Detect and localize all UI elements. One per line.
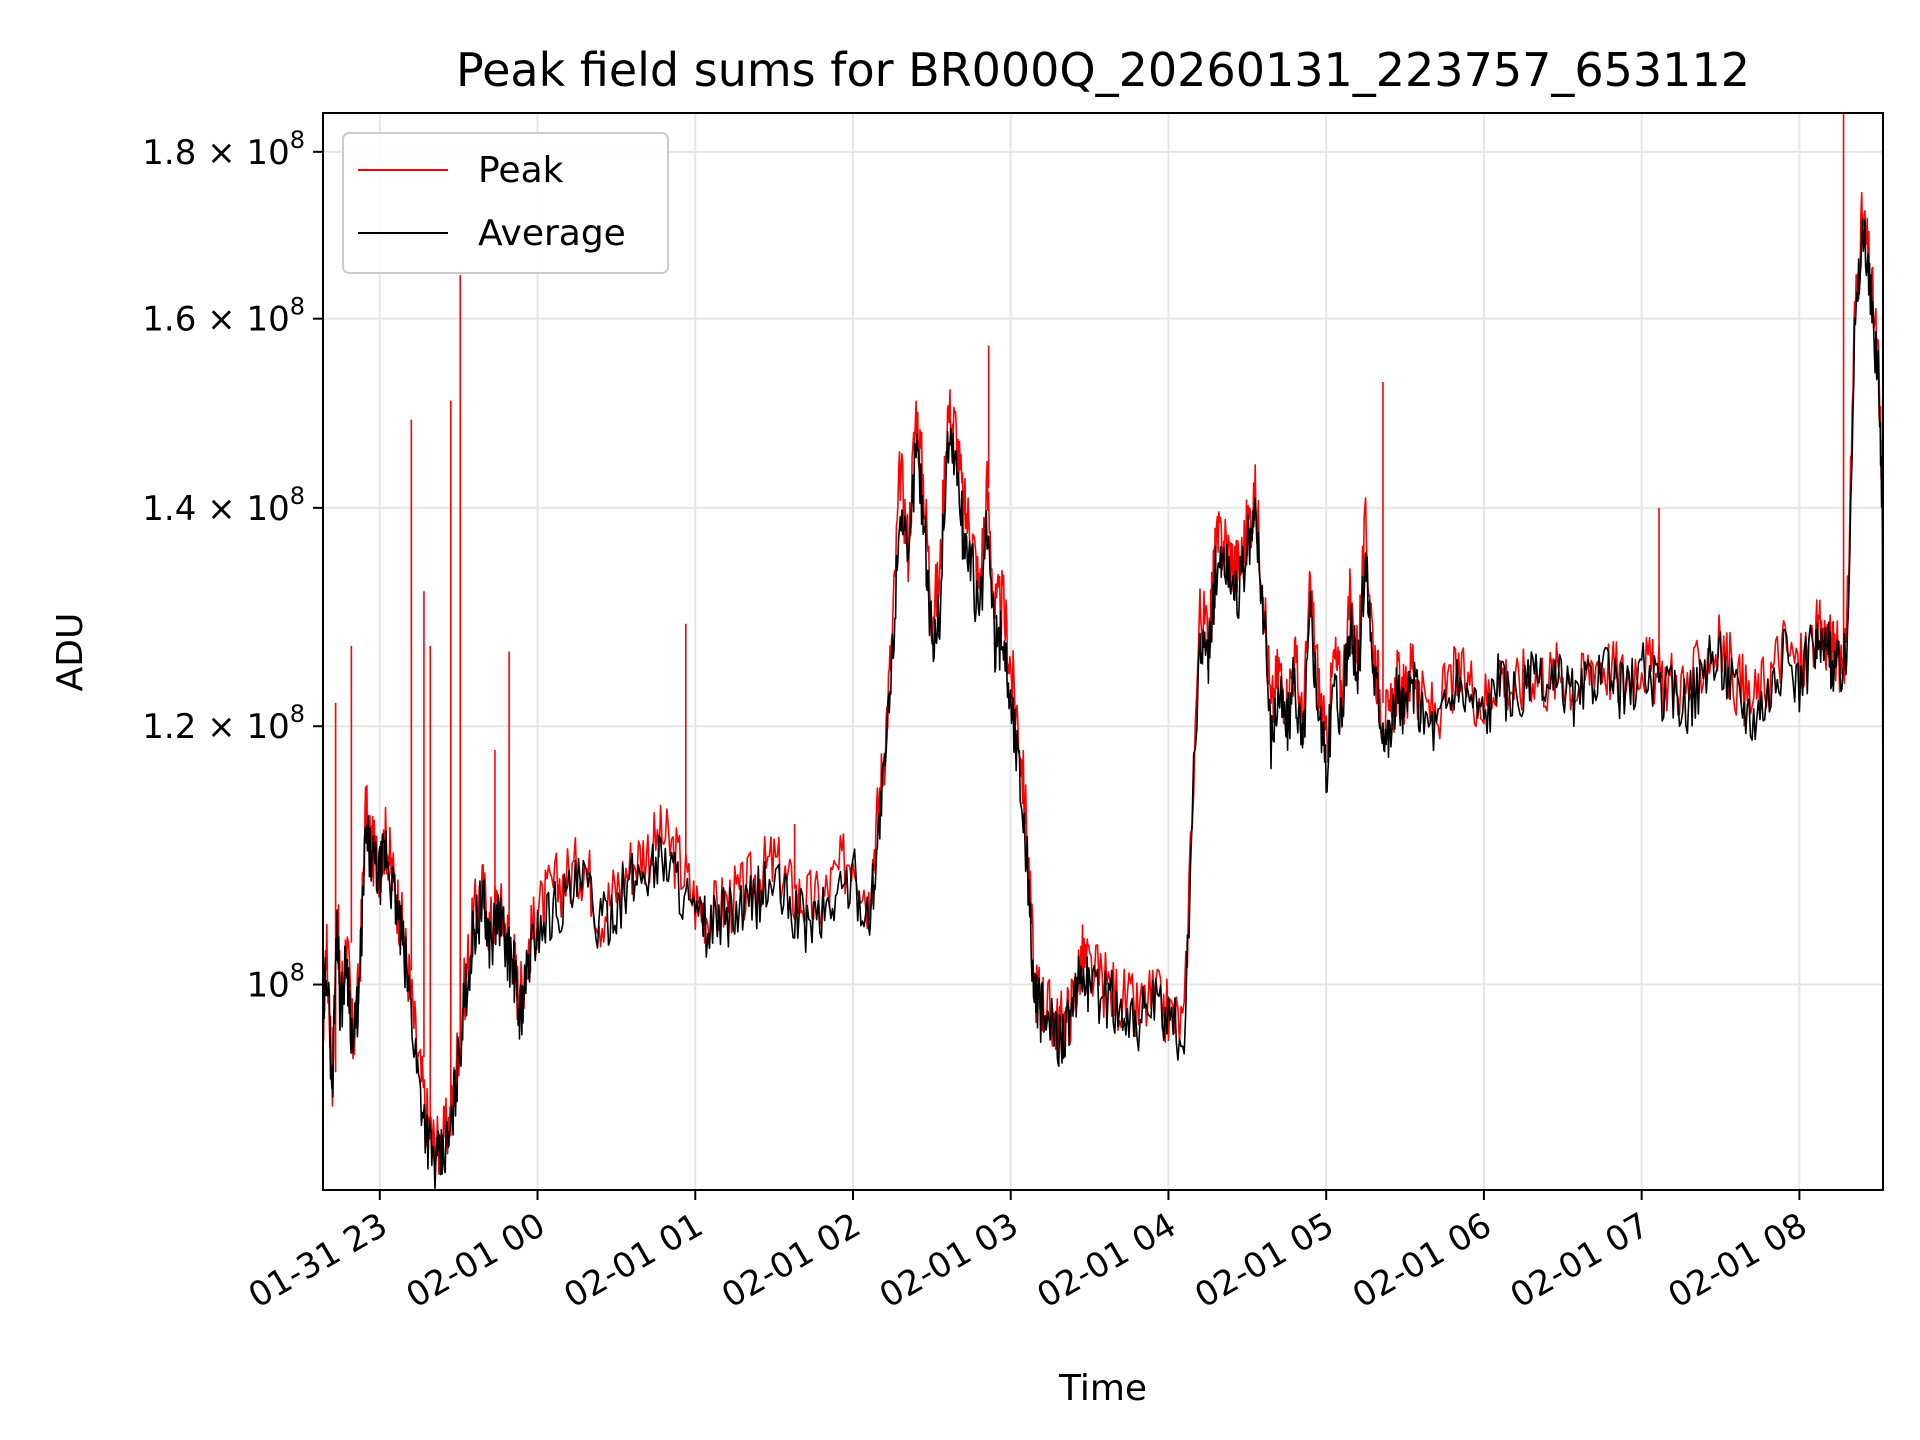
y-axis-label: ADU <box>50 613 91 692</box>
y-tick-label: 1.6 × 108 <box>142 293 305 340</box>
x-axis-label: Time <box>1058 1368 1147 1409</box>
series-average-line <box>323 219 1883 1190</box>
legend-label-peak: Peak <box>478 150 564 191</box>
y-tick-label: 1.2 × 108 <box>142 700 305 747</box>
plot-frame <box>322 112 1884 1191</box>
series-layer <box>323 113 1883 1190</box>
chart-title: Peak field sums for BR000Q_20260131_2237… <box>456 43 1750 97</box>
legend-box <box>342 132 669 274</box>
y-tick-label: 108 <box>246 959 305 1006</box>
y-tick-label: 1.8 × 108 <box>142 126 305 173</box>
y-axis: 108 1.2 × 108 1.4 × 108 1.6 × 108 1.8 × 108 <box>142 126 323 1006</box>
y-tick-label: 1.4 × 108 <box>142 482 305 529</box>
legend: Peak Average <box>342 132 669 274</box>
legend-label-average: Average <box>478 213 626 254</box>
